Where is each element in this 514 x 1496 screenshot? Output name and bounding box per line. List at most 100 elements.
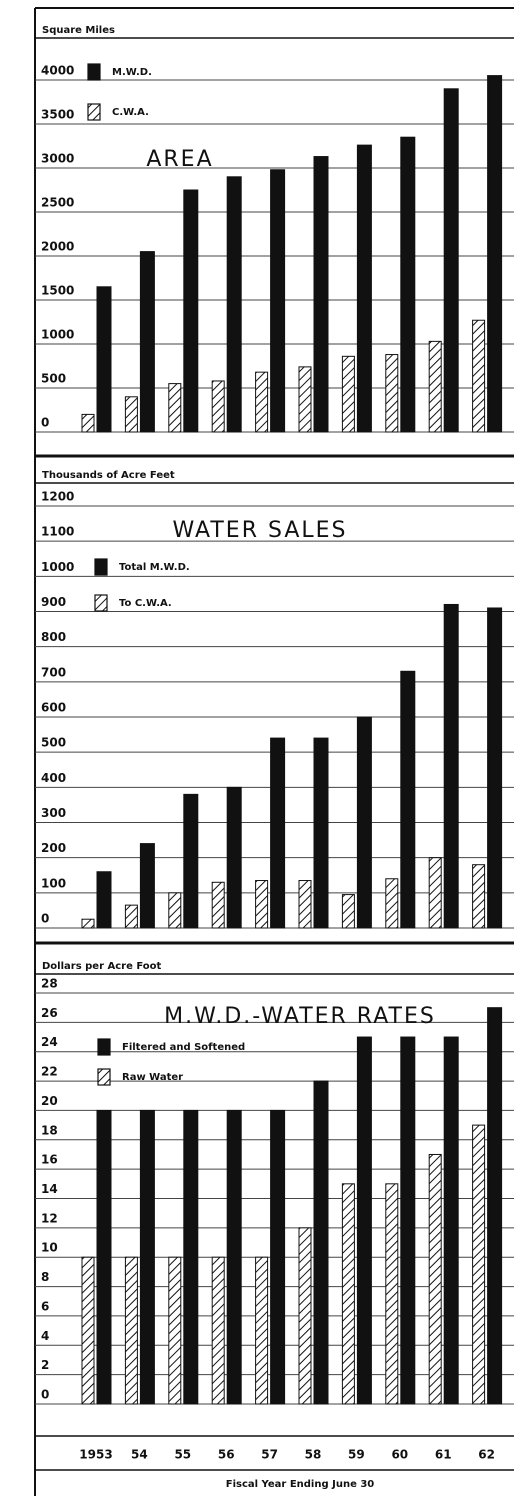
x-tick-label: 59 bbox=[348, 1448, 365, 1462]
y-tick-label: 600 bbox=[41, 701, 66, 715]
bar bbox=[341, 894, 355, 929]
y-axis-label: Square Miles bbox=[42, 25, 115, 36]
bar bbox=[96, 1109, 112, 1405]
chart-title: AREA bbox=[146, 147, 213, 172]
bar bbox=[341, 355, 355, 433]
bar bbox=[124, 904, 138, 929]
bar bbox=[428, 857, 442, 929]
bar bbox=[428, 1153, 442, 1405]
bar bbox=[298, 366, 312, 433]
chart-title: M.W.D.-WATER RATES bbox=[164, 1004, 436, 1029]
bar bbox=[139, 843, 155, 929]
y-tick-label: 2 bbox=[41, 1358, 49, 1372]
y-tick-label: 18 bbox=[41, 1123, 58, 1137]
y-tick-label: 0 bbox=[41, 416, 49, 430]
bar bbox=[400, 1036, 416, 1405]
y-tick-label: 26 bbox=[41, 1006, 58, 1020]
y-tick-label: 6 bbox=[41, 1299, 49, 1313]
bar bbox=[472, 1124, 486, 1405]
y-tick-label: 24 bbox=[41, 1035, 58, 1049]
y-tick-label: 4 bbox=[41, 1329, 49, 1343]
bar bbox=[226, 786, 242, 929]
y-tick-label: 2000 bbox=[41, 240, 74, 254]
bar bbox=[270, 737, 286, 929]
y-tick-label: 200 bbox=[41, 841, 66, 855]
bar bbox=[385, 1183, 399, 1405]
y-tick-label: 500 bbox=[41, 736, 66, 750]
bar bbox=[356, 716, 372, 929]
bar bbox=[183, 189, 199, 433]
bar bbox=[385, 354, 399, 433]
bar bbox=[211, 881, 225, 929]
bar bbox=[183, 793, 199, 929]
y-tick-label: 28 bbox=[41, 977, 58, 991]
bar bbox=[313, 737, 329, 929]
y-tick-label: 2500 bbox=[41, 196, 74, 210]
bar bbox=[270, 1109, 286, 1405]
y-tick-label: 100 bbox=[41, 876, 66, 890]
bar bbox=[211, 380, 225, 433]
bar bbox=[255, 880, 269, 929]
bar bbox=[385, 878, 399, 929]
y-tick-label: 0 bbox=[41, 912, 49, 926]
y-tick-label: 22 bbox=[41, 1065, 58, 1079]
legend-swatch bbox=[97, 1038, 111, 1056]
bar bbox=[313, 1080, 329, 1405]
y-tick-label: 1200 bbox=[41, 490, 74, 504]
bar bbox=[139, 251, 155, 433]
bar bbox=[487, 607, 503, 929]
y-tick-label: 8 bbox=[41, 1270, 49, 1284]
bar bbox=[472, 864, 486, 929]
y-tick-label: 1000 bbox=[41, 328, 74, 342]
y-tick-label: 500 bbox=[41, 372, 66, 386]
legend-swatch bbox=[94, 558, 108, 576]
bar bbox=[183, 1109, 199, 1405]
legend-swatch bbox=[87, 103, 101, 121]
bar bbox=[168, 1256, 182, 1405]
x-axis-label: Fiscal Year Ending June 30 bbox=[226, 1479, 375, 1490]
bar bbox=[313, 156, 329, 433]
bar bbox=[298, 880, 312, 929]
legend-label: M.W.D. bbox=[112, 67, 152, 78]
y-tick-label: 700 bbox=[41, 665, 66, 679]
bar bbox=[443, 88, 459, 433]
bar bbox=[356, 1036, 372, 1405]
bar bbox=[487, 1007, 503, 1405]
y-tick-label: 4000 bbox=[41, 64, 74, 78]
bar bbox=[168, 892, 182, 929]
y-tick-label: 20 bbox=[41, 1094, 58, 1108]
legend-swatch bbox=[97, 1068, 111, 1086]
y-tick-label: 1000 bbox=[41, 560, 74, 574]
bar bbox=[139, 1109, 155, 1405]
legend-label: Total M.W.D. bbox=[119, 562, 190, 573]
x-tick-label: 56 bbox=[218, 1448, 235, 1462]
bar bbox=[124, 1256, 138, 1405]
bar bbox=[226, 176, 242, 433]
x-tick-label: 60 bbox=[391, 1448, 408, 1462]
legend-label: C.W.A. bbox=[112, 107, 149, 118]
y-tick-label: 1100 bbox=[41, 525, 74, 539]
x-tick-label: 58 bbox=[305, 1448, 322, 1462]
y-tick-label: 14 bbox=[41, 1182, 58, 1196]
y-tick-label: 16 bbox=[41, 1153, 58, 1167]
bar bbox=[255, 1256, 269, 1405]
bar bbox=[487, 75, 503, 433]
chart-title: WATER SALES bbox=[172, 518, 347, 543]
y-axis-label: Thousands of Acre Feet bbox=[42, 470, 175, 481]
bar bbox=[341, 1183, 355, 1405]
legend-label: Filtered and Softened bbox=[122, 1042, 245, 1053]
bar bbox=[428, 340, 442, 433]
y-tick-label: 3500 bbox=[41, 108, 74, 122]
x-tick-label: 54 bbox=[131, 1448, 148, 1462]
bar bbox=[124, 396, 138, 433]
x-tick-label: 1953 bbox=[79, 1448, 112, 1462]
bar bbox=[443, 603, 459, 929]
bar bbox=[298, 1227, 312, 1405]
legend-swatch bbox=[94, 594, 108, 612]
x-tick-label: 55 bbox=[174, 1448, 191, 1462]
y-tick-label: 0 bbox=[41, 1388, 49, 1402]
y-tick-label: 12 bbox=[41, 1211, 58, 1225]
bar bbox=[400, 136, 416, 433]
y-tick-label: 10 bbox=[41, 1241, 58, 1255]
